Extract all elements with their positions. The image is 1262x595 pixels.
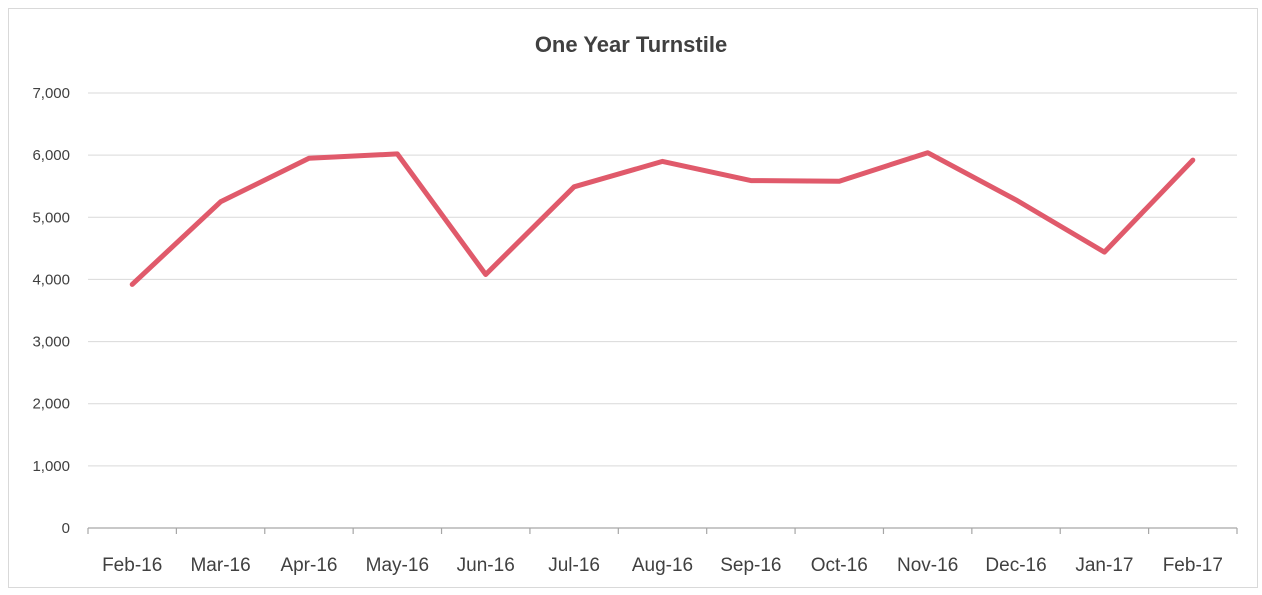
x-tick-label: Aug-16 [632,555,693,576]
chart-frame [8,8,1258,588]
y-tick-label: 0 [62,520,70,537]
x-tick-label: Nov-16 [897,555,958,576]
x-tick-label: Oct-16 [811,555,868,576]
x-tick-label: Jul-16 [548,555,600,576]
x-tick-label: Jan-17 [1075,555,1133,576]
y-tick-label: 4,000 [32,271,70,288]
y-tick-label: 7,000 [32,85,70,102]
y-axis-ticks: 0 1,000 2,000 3,000 4,000 5,000 6,000 7,000 [32,85,70,537]
y-tick-label: 2,000 [32,396,70,413]
series-line [129,150,1196,287]
x-tick-label: Mar-16 [190,555,250,576]
x-tick-label: May-16 [366,555,429,576]
x-tick-label: Apr-16 [280,555,337,576]
x-tick-label: Dec-16 [985,555,1046,576]
gridlines [88,92,1237,467]
x-tick-label: Sep-16 [720,555,781,576]
x-tick-label: Feb-16 [102,555,162,576]
x-axis [87,527,1238,534]
chart-title: One Year Turnstile [534,32,728,57]
x-axis-ticks: Feb-16 Mar-16 Apr-16 May-16 Jun-16 Jul-16 Aug-… [102,555,1223,576]
y-tick-label: 3,000 [32,334,70,351]
x-tick-label: Jun-16 [457,555,515,576]
x-tick-label: Feb-17 [1163,555,1223,576]
y-tick-label: 6,000 [32,147,70,164]
y-tick-label: 5,000 [32,209,70,226]
series-layer [129,150,1196,287]
y-tick-label: 1,000 [32,458,70,475]
